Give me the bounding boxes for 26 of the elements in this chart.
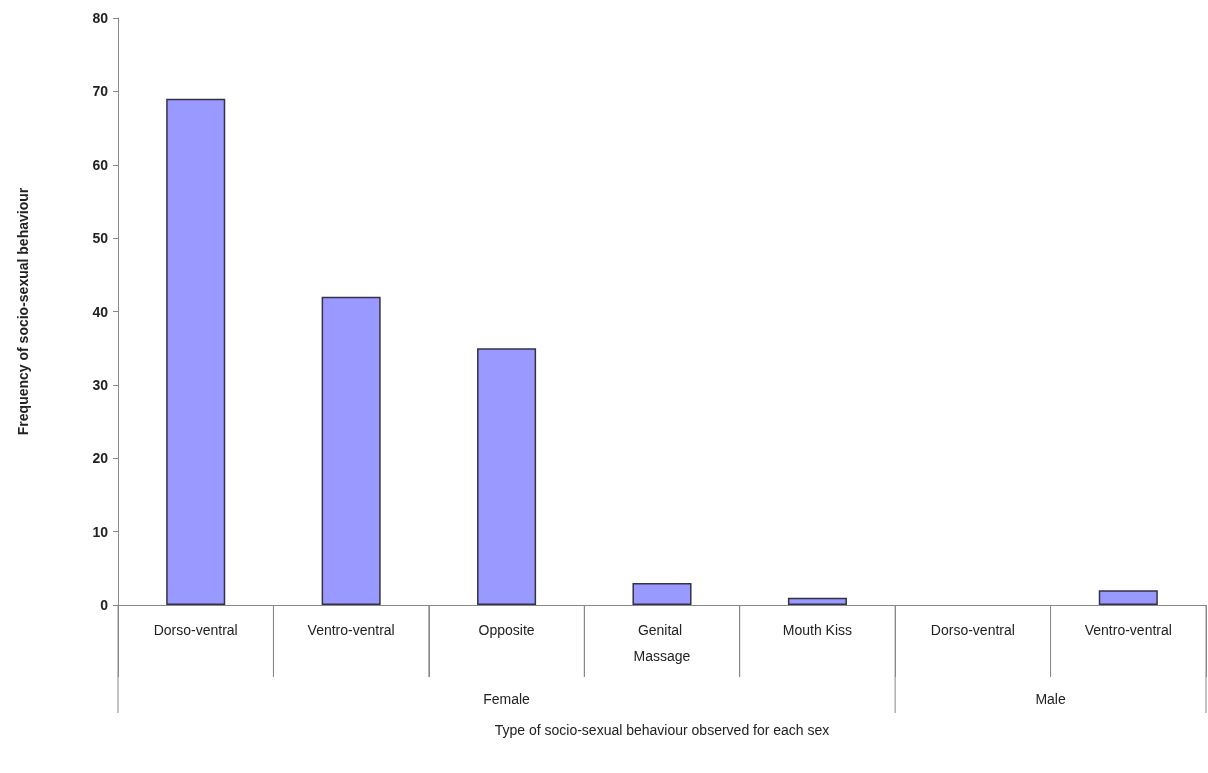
y-tick-label: 10: [92, 523, 109, 540]
x-axis-title: Type of socio-sexual behaviour observed for each sex: [494, 722, 830, 738]
y-tick-label: 50: [92, 230, 109, 247]
y-tick-label: 20: [92, 450, 109, 467]
bar: [477, 348, 537, 605]
y-tick-label: 70: [92, 83, 109, 100]
text: Female: [483, 691, 531, 707]
bar: [787, 597, 847, 605]
x-tick-label: Genital Massage: [633, 622, 691, 664]
x-tick-label: Mouth Kiss: [782, 622, 853, 638]
x-tick-label: Dorso-ventral: [153, 622, 238, 638]
text: Male: [1035, 691, 1066, 707]
y-tick-label: 30: [92, 376, 109, 393]
x-tick-label: Opposite: [478, 622, 535, 638]
bar: [166, 98, 226, 605]
bar: [321, 296, 381, 605]
y-tick-label: 40: [92, 303, 109, 320]
x-tick-label: Dorso-ventral: [930, 622, 1015, 638]
y-tick-label: 0: [100, 597, 109, 613]
bar: [632, 582, 692, 605]
x-tick-label: Ventro-ventral: [1084, 622, 1172, 638]
x-tick-label: Ventro-ventral: [307, 622, 395, 638]
bar: [1098, 590, 1158, 605]
y-tick-label: 80: [92, 10, 109, 26]
y-tick-label: 60: [92, 156, 109, 173]
y-axis-title: Frequency of socio-sexual behaviour: [15, 187, 31, 436]
